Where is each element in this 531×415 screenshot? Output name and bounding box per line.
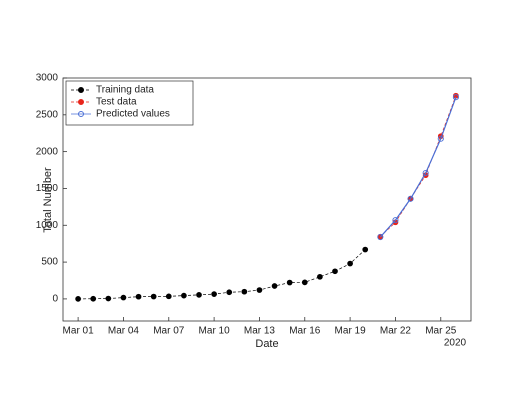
x-tick-label: Mar 04 — [108, 326, 140, 337]
data-point — [211, 291, 217, 297]
data-point — [347, 260, 353, 267]
data-point — [407, 195, 414, 202]
legend-box — [65, 80, 194, 126]
data-point — [150, 293, 157, 300]
legend-marker — [78, 87, 84, 93]
data-point — [226, 289, 233, 296]
y-tick-label: 2000 — [36, 146, 59, 157]
data-point — [165, 293, 172, 300]
data-point — [256, 287, 263, 293]
data-point — [437, 135, 444, 142]
y-tick-label: 500 — [41, 257, 58, 268]
legend-label: Training data — [96, 85, 154, 96]
data-point — [105, 295, 112, 302]
data-point — [75, 296, 81, 302]
data-point — [377, 234, 384, 241]
x-tick-label: Mar 19 — [335, 326, 367, 337]
data-point — [332, 268, 338, 275]
x-tick-label: Mar 22 — [380, 326, 412, 337]
y-tick-label: 1500 — [36, 183, 59, 194]
y-tick-label: 0 — [52, 294, 58, 305]
x-tick-label: Mar 10 — [199, 326, 231, 337]
y-tick-label: 2500 — [36, 109, 59, 120]
legend-marker — [78, 111, 84, 117]
data-point — [135, 293, 142, 300]
data-point — [181, 292, 187, 299]
data-point — [392, 217, 399, 224]
series-line — [379, 96, 457, 238]
y-tick-label: 1000 — [36, 220, 59, 231]
x-tick-label: Mar 16 — [289, 326, 321, 337]
x-tick-label: Mar 25 — [425, 326, 457, 337]
legend-label: Predicted values — [96, 109, 170, 120]
data-point — [301, 279, 308, 286]
data-point — [422, 169, 429, 177]
x-axis-label: Date — [255, 338, 278, 350]
legend-marker — [78, 99, 84, 105]
x-year-label: 2020 — [444, 338, 467, 349]
data-point — [286, 279, 293, 286]
data-point — [241, 288, 248, 295]
data-point — [362, 246, 369, 253]
legend-label: Test data — [96, 97, 137, 108]
data-point — [452, 94, 459, 101]
x-tick-label: Mar 07 — [153, 326, 185, 337]
data-point — [196, 292, 202, 298]
y-axis-label: Total Number — [42, 167, 54, 233]
x-tick-label: Mar 01 — [63, 326, 95, 337]
y-tick-label: 3000 — [36, 73, 59, 84]
data-point — [90, 295, 97, 302]
data-point — [271, 283, 278, 289]
x-tick-label: Mar 13 — [244, 326, 276, 337]
data-point — [317, 273, 323, 280]
data-point — [120, 294, 127, 301]
